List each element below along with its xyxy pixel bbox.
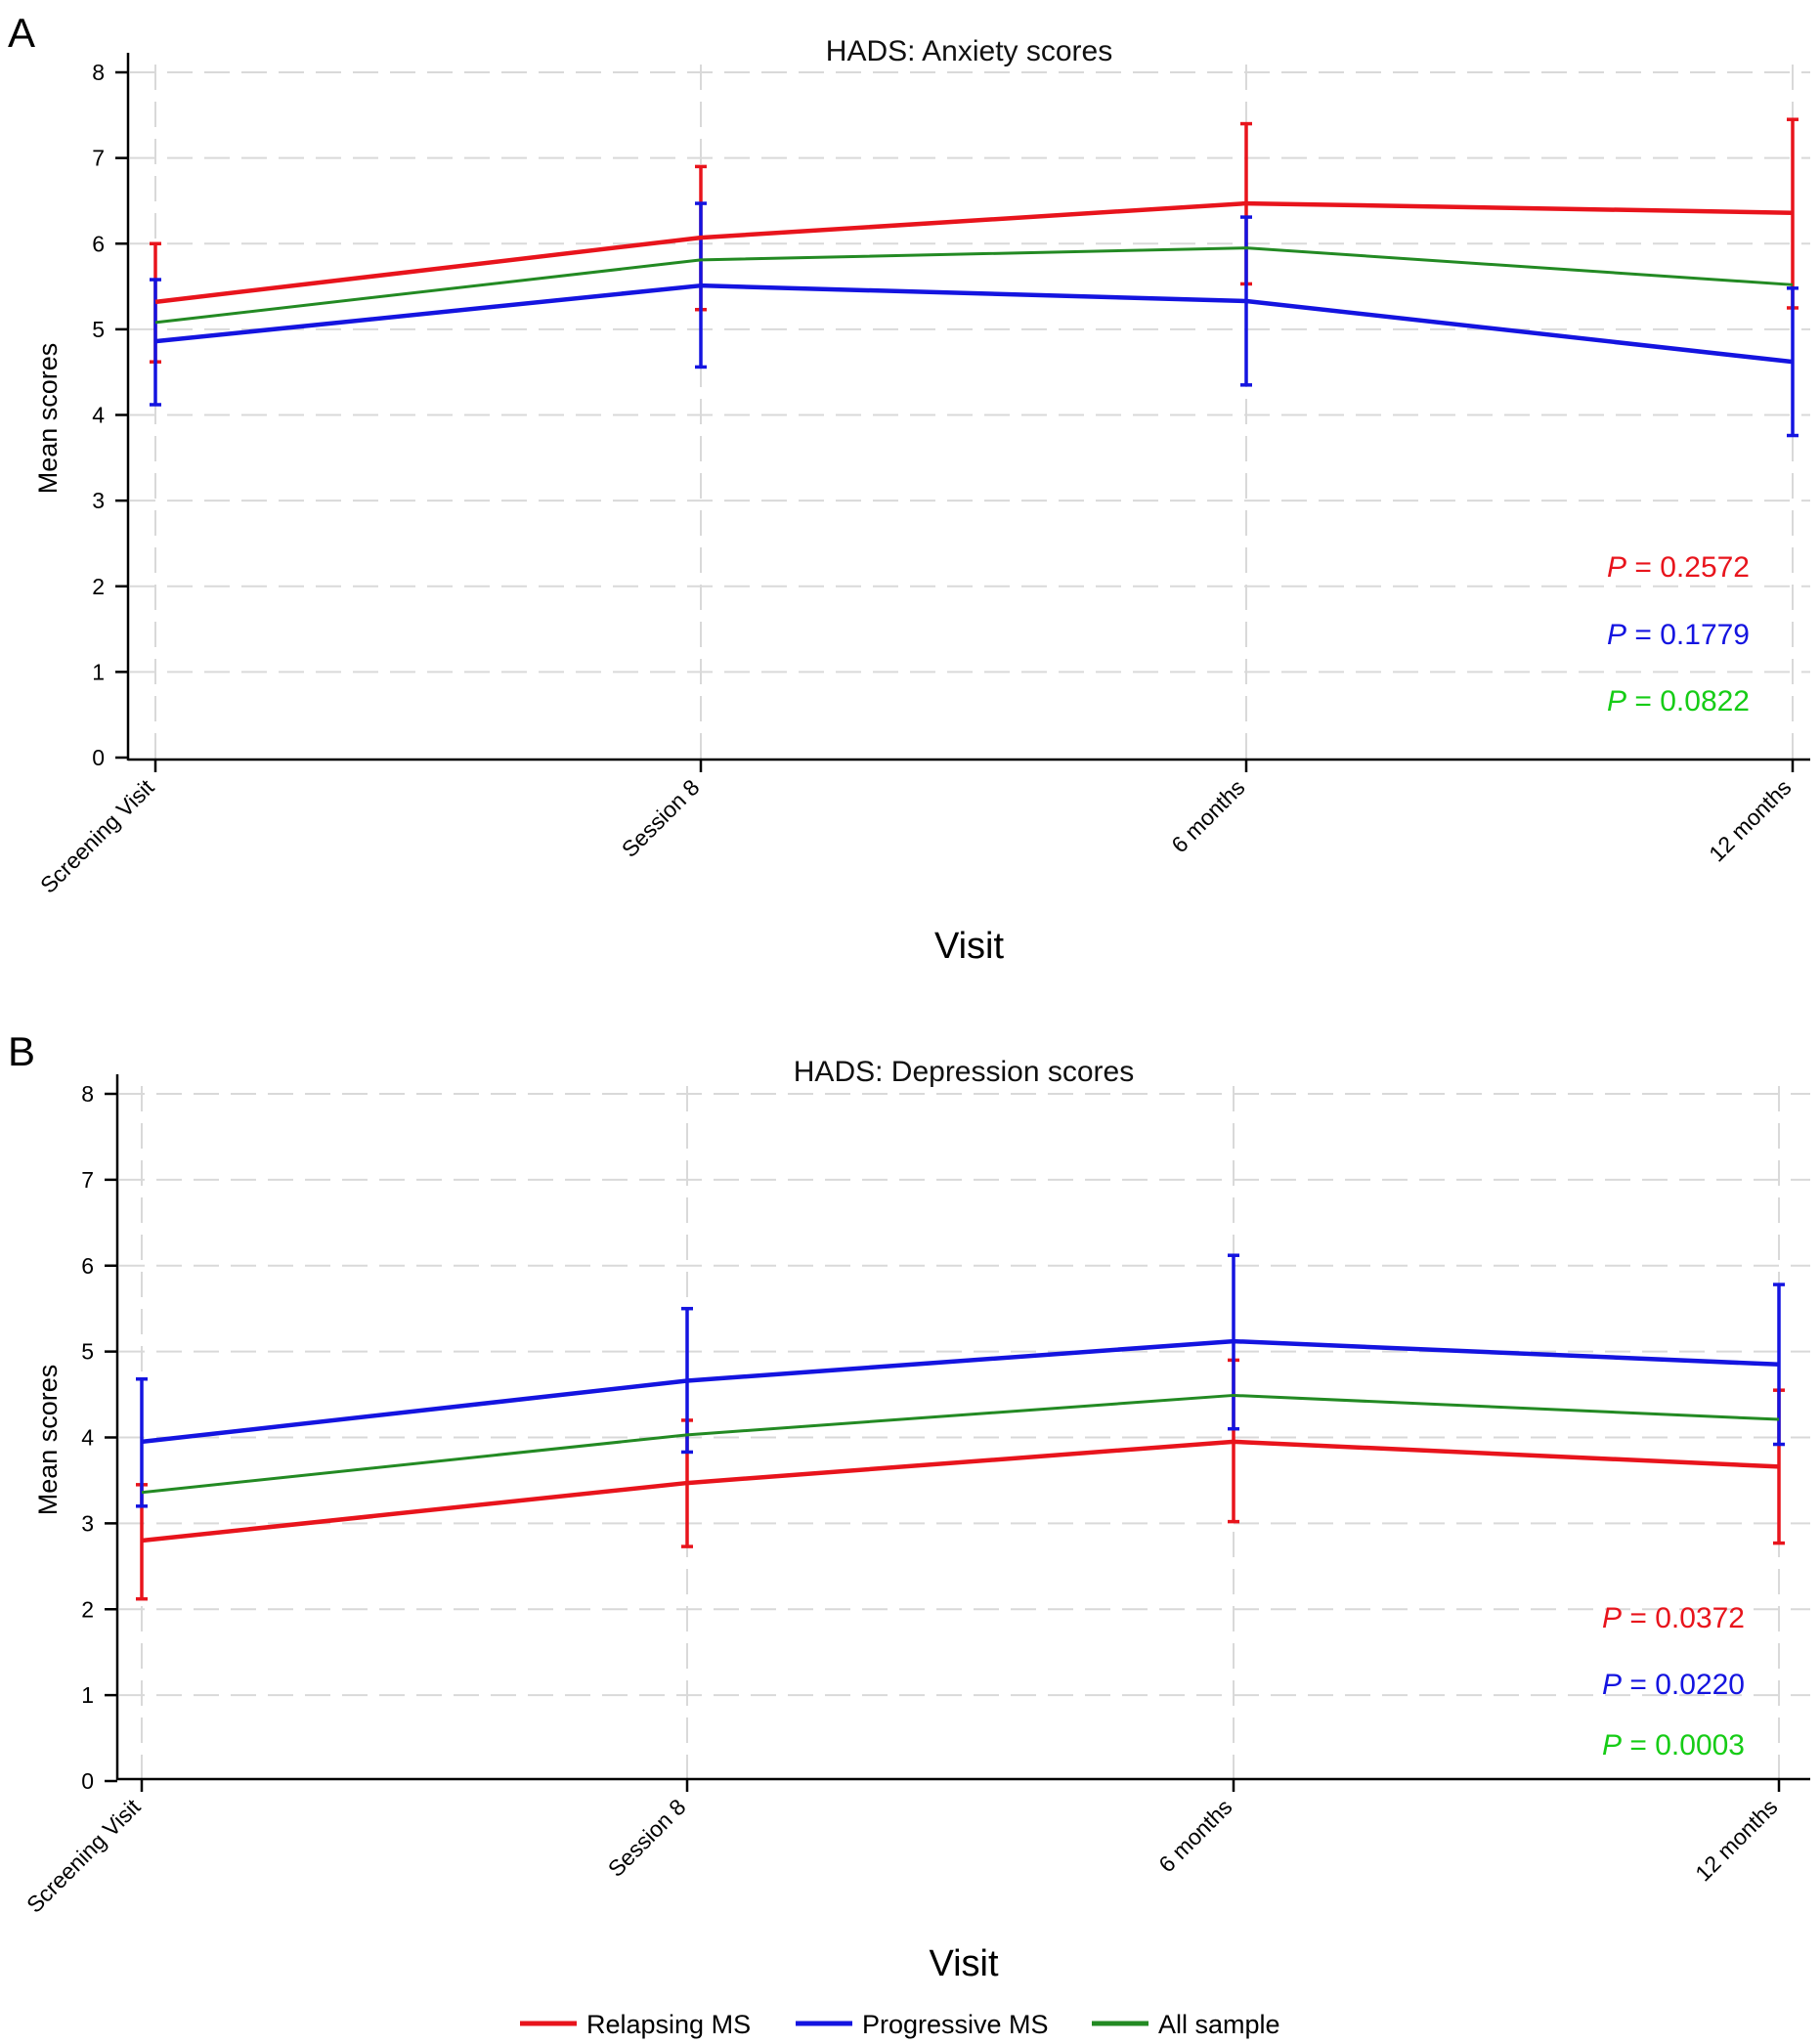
x-tick-label-screening-visit: Screening Visit	[22, 1794, 146, 1918]
y-tick-label: 6	[92, 231, 105, 256]
p-value-text: = 0.0220	[1622, 1669, 1745, 1701]
y-tick-label: 4	[81, 1425, 94, 1451]
y-tick-label: 5	[81, 1339, 94, 1365]
x-tick-label-12-months: 12 months	[1704, 774, 1796, 866]
p-value-symbol: P	[1602, 1729, 1622, 1761]
y-axis-title: Mean scores	[33, 343, 63, 495]
p-value-2: P = 0.0220	[1602, 1669, 1745, 1701]
y-tick-label: 8	[81, 1081, 94, 1107]
p-value-symbol: P	[1602, 1602, 1622, 1634]
series-line-all-sample	[154, 246, 1794, 325]
series-line-progressive-ms	[154, 283, 1794, 365]
y-tick-label: 3	[81, 1510, 94, 1536]
series-line-relapsing-ms	[154, 200, 1794, 305]
y-tick-label: 6	[81, 1253, 94, 1279]
x-tick-label-6-months: 6 months	[1153, 1794, 1236, 1877]
y-tick-label: 4	[92, 403, 105, 428]
y-tick-label: 2	[92, 574, 105, 599]
p-value-symbol: P	[1602, 1669, 1622, 1701]
series-line-all-sample	[141, 1393, 1780, 1495]
legend-label-all-sample: All sample	[1158, 2010, 1280, 2039]
x-tick-label-session-8: Session 8	[617, 774, 705, 862]
p-value-symbol: P	[1607, 619, 1626, 651]
legend-label-relapsing-ms: Relapsing MS	[586, 2010, 751, 2039]
y-tick-label: 7	[92, 146, 105, 171]
chart-title: HADS: Depression scores	[794, 1056, 1134, 1088]
chart-title: HADS: Anxiety scores	[826, 35, 1112, 67]
panel-label: A	[8, 10, 35, 56]
p-value-text: = 0.2572	[1626, 551, 1750, 584]
p-value-text: = 0.0003	[1622, 1729, 1745, 1761]
p-value-symbol: P	[1607, 551, 1626, 584]
y-axis-title: Mean scores	[33, 1365, 63, 1516]
p-value-text: = 0.0372	[1622, 1602, 1745, 1634]
y-tick-label: 8	[92, 60, 105, 85]
p-value-1: P = 0.0372	[1602, 1602, 1745, 1634]
p-value-2: P = 0.1779	[1607, 619, 1750, 651]
y-tick-label: 0	[81, 1768, 94, 1794]
y-tick-label: 1	[92, 659, 105, 684]
y-tick-label: 2	[81, 1596, 94, 1622]
x-tick-label-screening-visit: Screening Visit	[35, 774, 159, 898]
legend: Relapsing MS Progressive MS All sample	[520, 2010, 1280, 2039]
y-tick-label: 5	[92, 317, 105, 342]
y-tick-label: 0	[92, 745, 105, 770]
series-line-relapsing-ms	[141, 1439, 1780, 1544]
p-value-symbol: P	[1607, 685, 1626, 718]
p-value-3: P = 0.0003	[1602, 1729, 1745, 1761]
x-tick-label-12-months: 12 months	[1690, 1794, 1782, 1886]
x-tick-label-6-months: 6 months	[1166, 774, 1249, 857]
panel-a: A HADS: Anxiety scores 0 1 2 3 4 5 6 7 8 Screening …	[8, 10, 1810, 967]
p-value-1: P = 0.2572	[1607, 551, 1750, 584]
x-axis-title: Visit	[929, 1943, 999, 1984]
y-tick-label: 1	[81, 1682, 94, 1708]
series-line-progressive-ms	[141, 1338, 1780, 1445]
x-tick-label-session-8: Session 8	[603, 1794, 691, 1882]
p-value-text: = 0.1779	[1626, 619, 1750, 651]
panel-b: B HADS: Depression scores 0 1 2 3 4 5 6 7 8 Screeni…	[8, 1028, 1810, 1984]
p-value-3: P = 0.0822	[1607, 685, 1750, 718]
panel-label: B	[8, 1028, 35, 1074]
y-tick-label: 7	[81, 1167, 94, 1193]
legend-label-progressive-ms: Progressive MS	[862, 2010, 1049, 2039]
y-tick-label: 3	[92, 488, 105, 513]
p-value-text: = 0.0822	[1626, 685, 1750, 718]
x-axis-title: Visit	[934, 926, 1005, 967]
